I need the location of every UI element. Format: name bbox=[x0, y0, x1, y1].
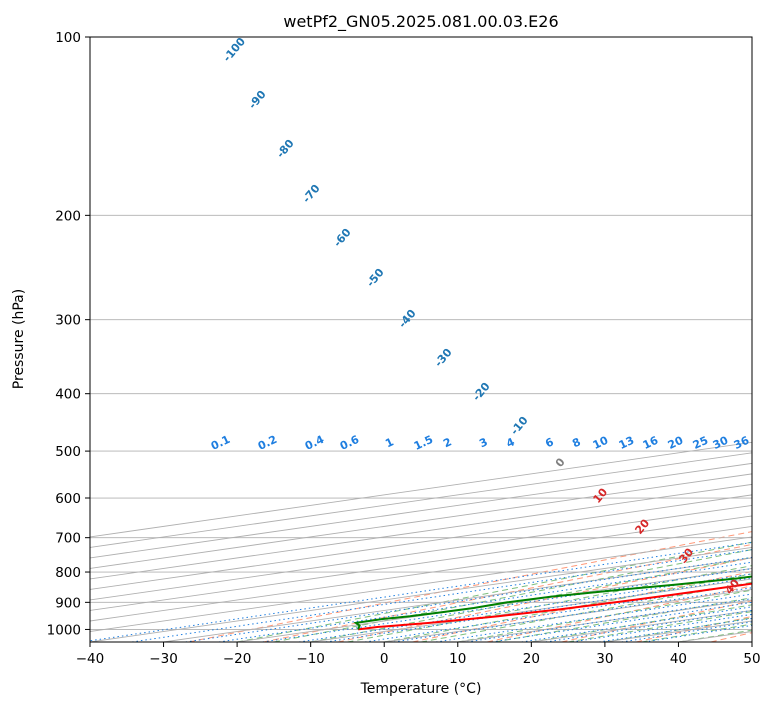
x-tick-label: 50 bbox=[743, 651, 760, 667]
isotherm bbox=[90, 536, 752, 632]
isotherm bbox=[90, 462, 752, 559]
mixing-ratio-line bbox=[90, 541, 752, 642]
mixing-ratio-label: 25 bbox=[691, 434, 710, 452]
isotherm bbox=[90, 494, 752, 590]
temperature-line bbox=[357, 582, 752, 631]
grid-lines bbox=[90, 37, 752, 642]
x-tick-label: −30 bbox=[149, 651, 178, 667]
y-tick-label: 800 bbox=[55, 565, 81, 581]
mixing-ratio-label: 13 bbox=[617, 434, 636, 452]
x-tick-label: −20 bbox=[223, 651, 252, 667]
mixing-ratio-labels: 0.1 0.2 0.4 0.6 1 1.5 2 3 4 6 8 10 13 16 20 25 30 36 bbox=[209, 433, 752, 453]
x-tick-label: 30 bbox=[596, 651, 613, 667]
plot-frame bbox=[89, 36, 753, 643]
mixing-ratio-line bbox=[218, 561, 752, 642]
mixing-ratio-label: 36 bbox=[732, 434, 752, 452]
mixing-ratio-label: 30 bbox=[711, 434, 731, 452]
dry-adiabat bbox=[188, 531, 752, 642]
mixing-ratio-line bbox=[298, 573, 752, 642]
y-tick-label: 400 bbox=[55, 387, 81, 403]
moist-adiabat bbox=[384, 573, 752, 642]
y-axis-ticks: 1000 900 800 700 600 500 400 300 200 100 bbox=[47, 30, 90, 638]
x-tick-label: 10 bbox=[449, 651, 466, 667]
x-tick-label: −10 bbox=[296, 651, 325, 667]
isotherm bbox=[90, 504, 752, 601]
isotherm bbox=[90, 473, 752, 569]
x-axis-label: Temperature (°C) bbox=[360, 681, 482, 697]
mixing-ratio-label: 10 bbox=[591, 434, 611, 452]
moist-adiabat bbox=[273, 549, 752, 642]
y-tick-label: 900 bbox=[55, 595, 81, 611]
isotherm bbox=[90, 452, 752, 548]
y-tick-label: 600 bbox=[55, 491, 81, 507]
mixing-ratio-line bbox=[262, 568, 752, 642]
x-tick-label: 20 bbox=[523, 651, 540, 667]
isotherm bbox=[90, 483, 752, 580]
isotherm bbox=[90, 515, 752, 611]
dry-adiabat bbox=[263, 543, 752, 642]
x-tick-label: 0 bbox=[380, 651, 389, 667]
x-axis-ticks: −40 −30 −20 −10 0 10 20 30 40 50 bbox=[76, 642, 761, 667]
x-tick-label: 40 bbox=[670, 651, 687, 667]
moist-adiabat bbox=[457, 589, 752, 642]
y-tick-label: 300 bbox=[55, 313, 81, 329]
mixing-ratio-label: 16 bbox=[641, 434, 661, 452]
y-tick-label: 500 bbox=[55, 444, 81, 460]
y-tick-label: 200 bbox=[55, 208, 81, 224]
mixing-ratio-label: 20 bbox=[666, 434, 686, 452]
profile-lines bbox=[353, 575, 752, 631]
isotherm bbox=[90, 525, 752, 622]
chart-title: wetPf2_GN05.2025.081.00.03.E26 bbox=[283, 12, 558, 32]
dry-adiabat bbox=[486, 585, 752, 642]
moist-adiabat bbox=[237, 541, 752, 642]
x-tick-label: −40 bbox=[76, 651, 105, 667]
y-tick-label: 100 bbox=[55, 30, 81, 46]
y-tick-label: 700 bbox=[55, 531, 81, 547]
y-axis-label: Pressure (hPa) bbox=[11, 289, 27, 389]
y-tick-label: 1000 bbox=[47, 622, 81, 638]
